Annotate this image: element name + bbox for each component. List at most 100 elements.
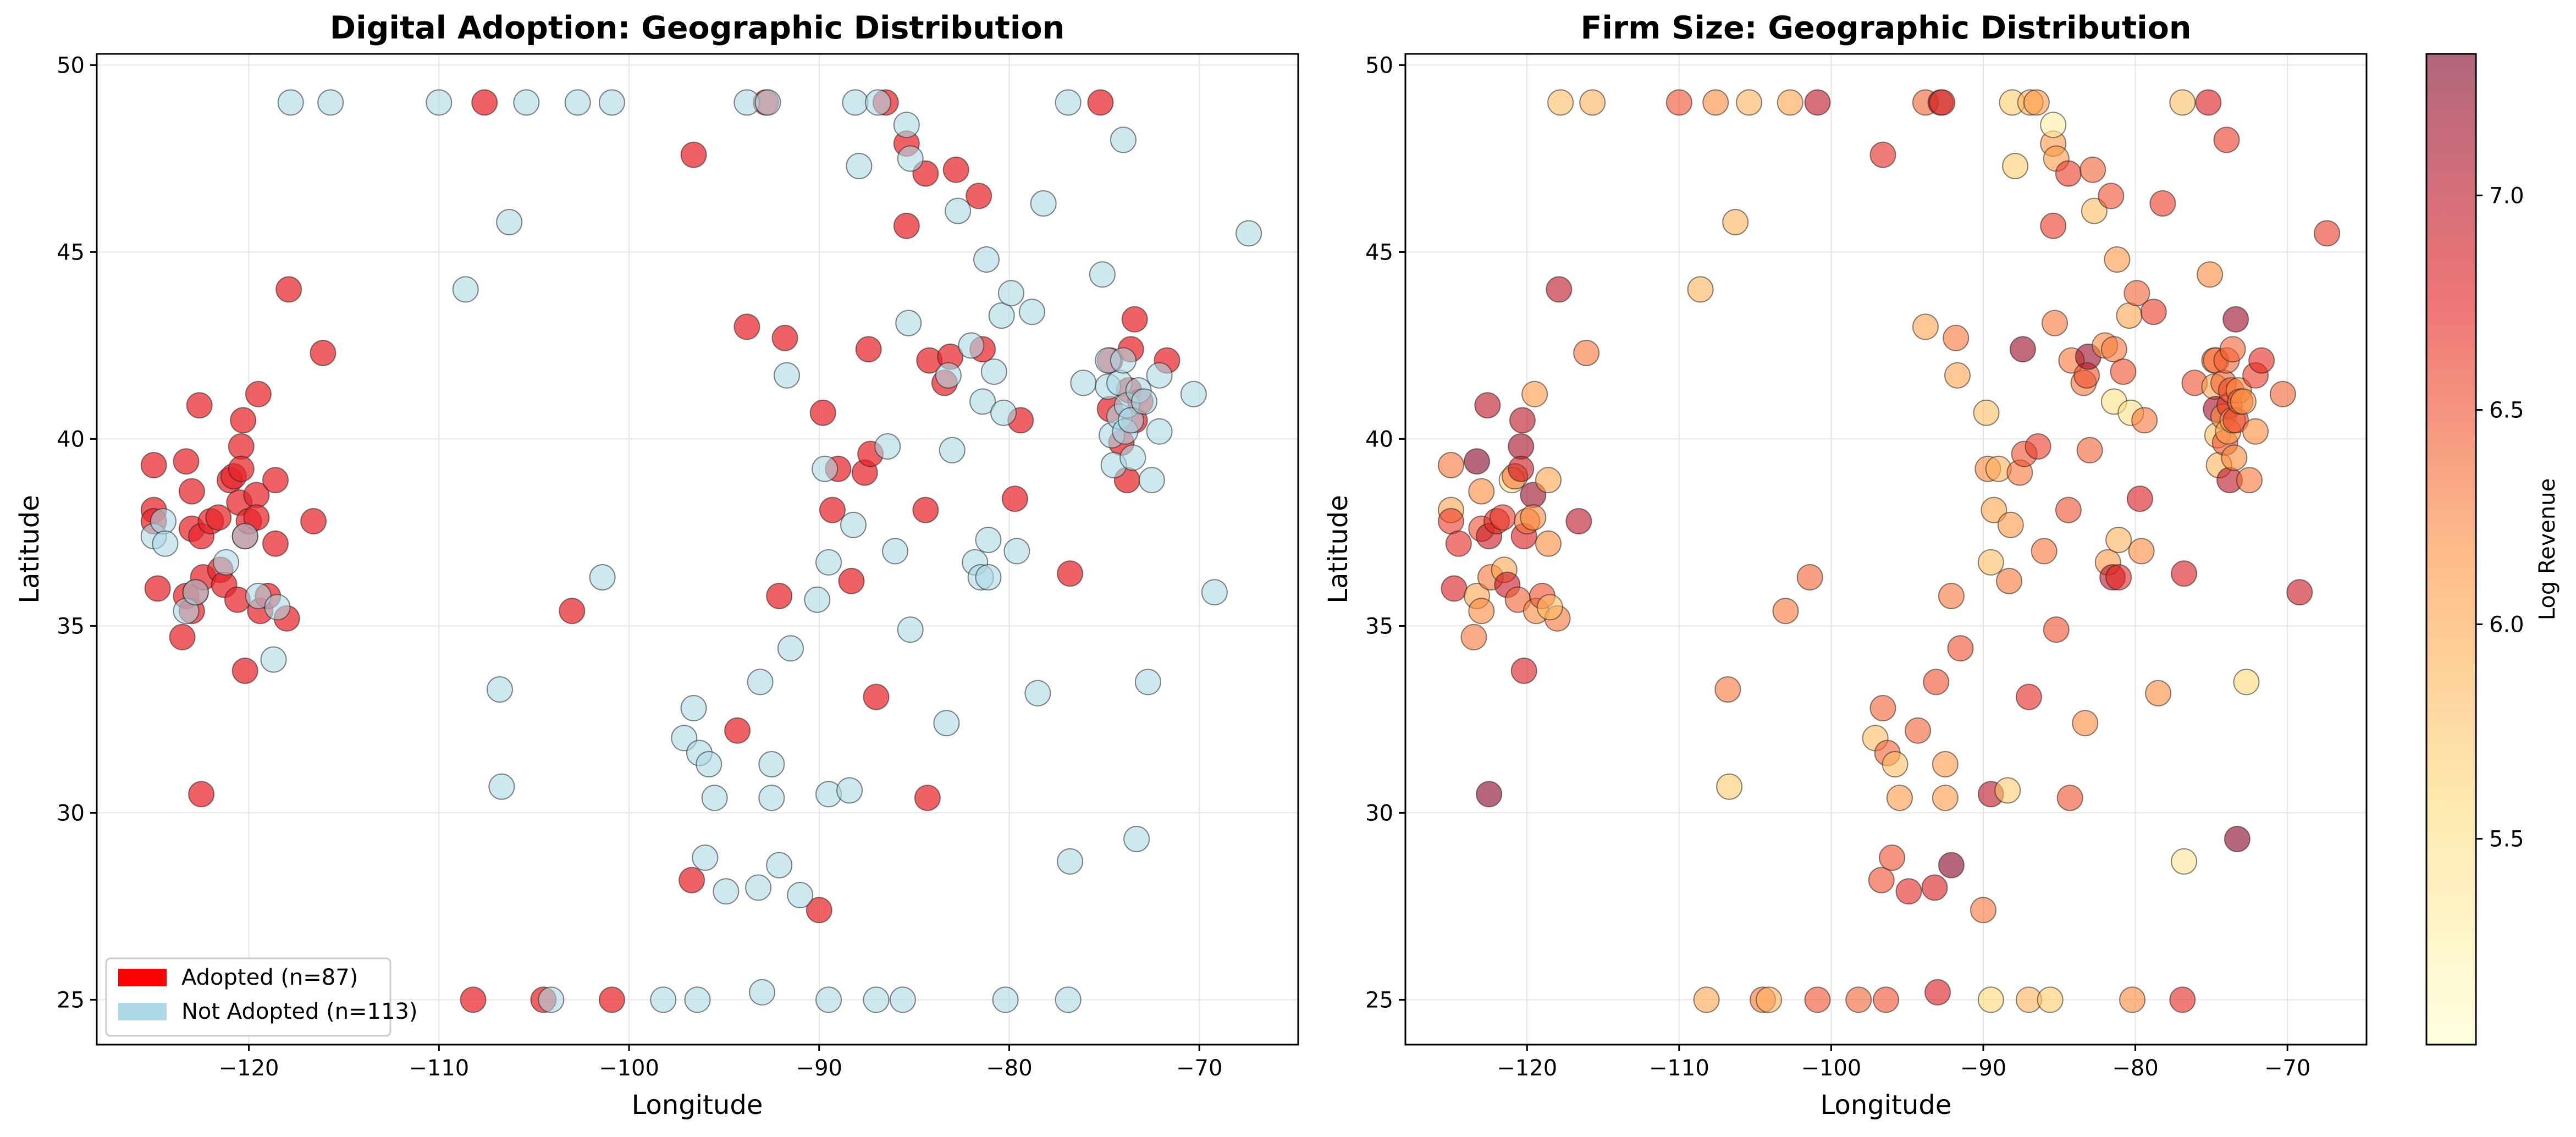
firm-point — [2213, 126, 2240, 153]
not-adopted-point — [696, 751, 722, 777]
firm-point — [1736, 89, 1763, 116]
firm-size-points-layer — [1437, 89, 2341, 1013]
adopted-point — [806, 897, 832, 924]
not-adopted-point — [973, 246, 1000, 273]
firm-size-chart-title: Firm Size: Geographic Distribution — [1581, 10, 2192, 46]
not-adopted-point — [863, 986, 890, 1013]
adopted-point — [310, 340, 337, 366]
not-adopted-point — [997, 280, 1024, 307]
firm-point — [2242, 418, 2269, 445]
firm-point — [2110, 358, 2137, 385]
firm-point — [1535, 467, 1562, 494]
adopted-point — [1057, 560, 1084, 587]
firm-point — [1520, 504, 1547, 531]
not-adopted-point — [945, 197, 972, 224]
adoption-y-axis-label: Latitude — [14, 495, 45, 604]
adopted-point — [809, 399, 836, 426]
adoption-points-layer — [140, 89, 1262, 1013]
firm-point — [1441, 575, 1468, 602]
firm-point — [2009, 336, 2036, 363]
not-adopted-point — [992, 986, 1019, 1013]
adopted-legend-swatch — [118, 969, 167, 986]
adopted-point — [766, 583, 793, 609]
y-tick-label: 45 — [1365, 240, 1393, 265]
firm-point — [2140, 299, 2167, 325]
not-adopted-point — [496, 209, 523, 235]
adopted-point — [262, 467, 289, 494]
not-adopted-point — [882, 538, 909, 565]
firm-point — [1923, 669, 1950, 696]
y-tick-label: 30 — [1365, 801, 1393, 826]
firm-point — [1509, 407, 1536, 434]
firm-point — [2037, 986, 2064, 1013]
firm-size-y-axis-label: Latitude — [1323, 495, 1354, 604]
firm-point — [1932, 751, 1959, 777]
y-tick-label: 50 — [1365, 53, 1393, 78]
firm-point — [2025, 433, 2051, 460]
not-adopted-point — [758, 785, 785, 812]
not-adopted-point — [488, 773, 515, 800]
x-tick-label: −80 — [986, 1056, 1032, 1081]
adopted-point — [275, 276, 302, 303]
firm-point — [1938, 852, 1965, 879]
not-adopted-point — [747, 669, 774, 696]
firm-size-x-ticks: −120 −110 −100 −90 −80 −70 — [1497, 1045, 2310, 1081]
firm-point — [1977, 986, 2004, 1013]
not-adopted-point — [182, 579, 209, 606]
not-adopted-point — [1138, 467, 1165, 494]
firm-point — [1546, 276, 1573, 303]
x-tick-label: −110 — [409, 1056, 469, 1081]
not-adopted-point — [969, 388, 996, 415]
not-adopted-point — [895, 310, 922, 336]
firm-point — [1882, 751, 1908, 777]
firm-point — [2195, 89, 2222, 116]
x-tick-label: −100 — [599, 1056, 659, 1081]
adopted-point — [300, 508, 327, 534]
firm-point — [1693, 986, 1720, 1013]
firm-point — [2197, 261, 2224, 288]
x-tick-label: −120 — [219, 1056, 279, 1081]
y-tick-label: 45 — [57, 240, 85, 265]
firm-point — [2100, 336, 2127, 363]
firm-point — [1977, 549, 2004, 576]
not-adopted-point — [1146, 362, 1173, 389]
adopted-point — [559, 598, 586, 625]
x-tick-label: −70 — [1176, 1056, 1222, 1081]
colorbar-gradient — [2426, 54, 2476, 1045]
firm-point — [2314, 220, 2341, 247]
adopted-legend-label: Adopted (n=87) — [181, 965, 358, 990]
firm-point — [1938, 583, 1965, 609]
firm-point — [1796, 564, 1823, 590]
not-adopted-point — [1055, 986, 1082, 1013]
firm-point — [2042, 310, 2068, 336]
firm-point — [1944, 362, 1971, 389]
not-adopted-point — [1119, 444, 1146, 471]
firm-point — [2131, 407, 2158, 434]
firm-point — [1476, 781, 1503, 808]
x-tick-label: −70 — [2264, 1056, 2310, 1081]
colorbar-frame — [2425, 53, 2477, 1046]
firm-point — [1996, 567, 2023, 594]
adopted-point — [188, 781, 215, 808]
adoption-plot-frame — [96, 53, 1299, 1046]
firm-point — [2123, 280, 2150, 307]
firm-point — [1772, 598, 1799, 625]
adopted-point — [245, 380, 272, 407]
not-adopted-point — [766, 852, 793, 879]
not-adopted-point — [758, 751, 785, 777]
firm-point — [1716, 773, 1743, 800]
not-adopted-point — [864, 89, 891, 116]
y-tick-label: 40 — [1365, 427, 1393, 452]
firm-point — [1508, 433, 1535, 460]
adopted-point — [186, 392, 213, 419]
not-adopted-point — [650, 986, 677, 1013]
firm-size-gridlines — [1405, 54, 2367, 1045]
firm-point — [1912, 313, 1939, 340]
adopted-point — [912, 496, 939, 523]
firm-point — [2002, 153, 2029, 179]
adopted-point — [144, 575, 171, 602]
firm-point — [2043, 616, 2070, 643]
x-tick-label: −90 — [796, 1056, 842, 1081]
not-adopted-point — [1146, 418, 1173, 445]
not-adopted-legend-label: Not Adopted (n=113) — [181, 999, 418, 1024]
